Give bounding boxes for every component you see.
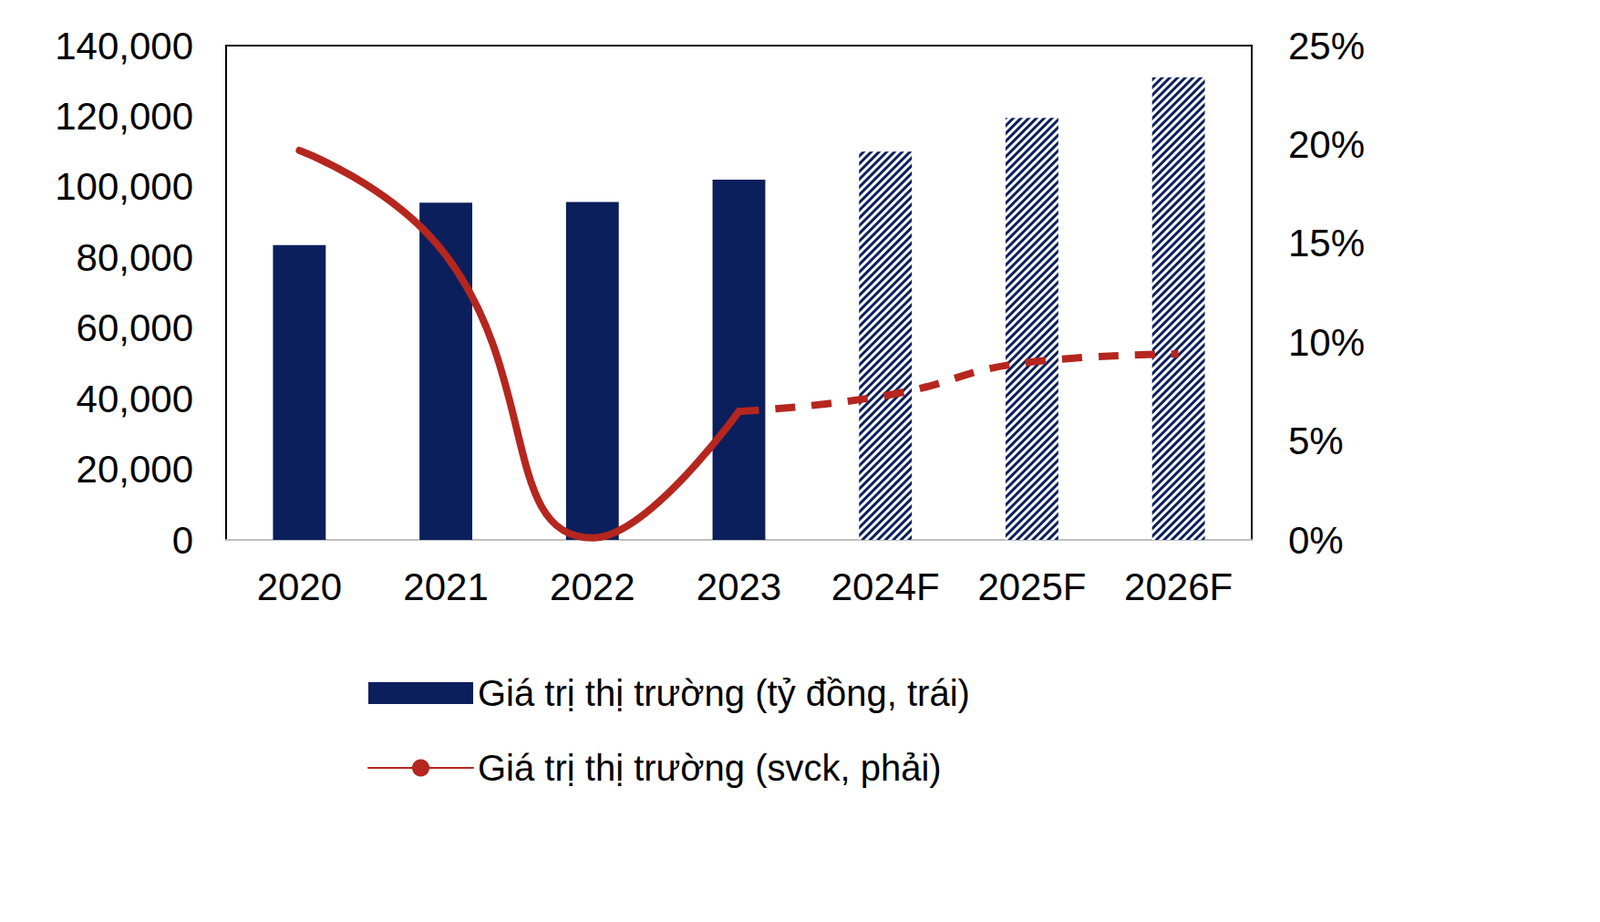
- svg-text:15%: 15%: [1288, 221, 1365, 265]
- svg-text:100,000: 100,000: [54, 165, 194, 208]
- svg-text:20%: 20%: [1288, 123, 1365, 166]
- svg-text:140,000: 140,000: [54, 24, 194, 68]
- svg-text:2026F: 2026F: [1124, 565, 1233, 609]
- svg-text:Giá trị thị trường (svck, phải: Giá trị thị trường (svck, phải): [477, 747, 942, 788]
- svg-text:120,000: 120,000: [54, 94, 194, 138]
- svg-text:60,000: 60,000: [76, 306, 194, 350]
- svg-text:0: 0: [172, 518, 194, 562]
- svg-text:40,000: 40,000: [76, 377, 194, 421]
- svg-text:80,000: 80,000: [76, 236, 194, 279]
- svg-text:2024F: 2024F: [831, 565, 940, 609]
- svg-text:2022: 2022: [549, 565, 635, 609]
- svg-text:5%: 5%: [1288, 419, 1344, 463]
- svg-text:2023: 2023: [696, 565, 782, 609]
- svg-text:2025F: 2025F: [977, 565, 1086, 609]
- svg-text:2021: 2021: [402, 565, 488, 609]
- svg-text:2020: 2020: [257, 565, 342, 609]
- svg-text:0%: 0%: [1288, 518, 1344, 562]
- svg-text:25%: 25%: [1288, 24, 1365, 68]
- svg-text:20,000: 20,000: [76, 447, 194, 491]
- svg-text:Giá trị thị trường (tỷ đồng, t: Giá trị thị trường (tỷ đồng, trái): [477, 672, 971, 713]
- svg-text:10%: 10%: [1288, 320, 1365, 364]
